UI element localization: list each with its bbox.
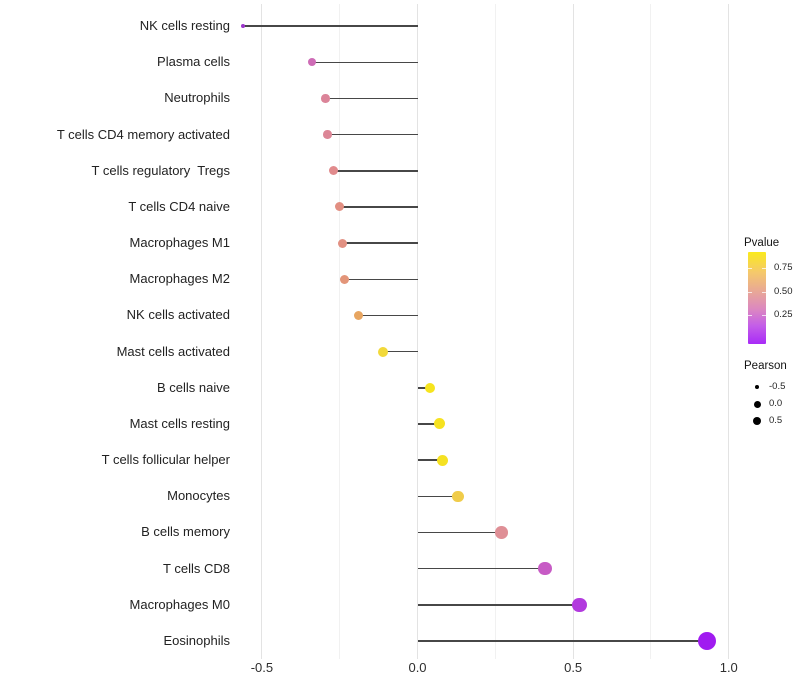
lollipop-dot [697, 631, 716, 650]
lollipop-stem [327, 133, 418, 136]
lollipop-stem [417, 387, 430, 389]
lollipop-stem [417, 495, 458, 497]
lollipop-dot [307, 58, 316, 67]
category-label: T cells CD8 [163, 560, 230, 576]
lollipop-stem [344, 278, 418, 280]
pvalue-colorbar [748, 252, 766, 344]
pvalue-tick-label: 0.75 [774, 262, 793, 273]
lollipop-dot [328, 166, 338, 176]
gridline-major [572, 4, 574, 659]
pearson-size-dot [752, 416, 762, 426]
gridline-minor [339, 4, 341, 659]
category-label: NK cells activated [126, 307, 230, 323]
colorbar-tick-mark [748, 315, 752, 316]
lollipop-dot [495, 526, 508, 539]
gridline-major [261, 4, 263, 659]
lollipop-dot [321, 94, 330, 103]
category-label: B cells memory [141, 524, 230, 540]
lollipop-dot [436, 454, 448, 466]
category-label: T cells follicular helper [101, 452, 230, 468]
category-label: T cells CD4 memory activated [56, 126, 230, 142]
gridline-major [417, 4, 419, 659]
lollipop-dot [378, 346, 389, 357]
category-label: Mast cells resting [129, 415, 230, 431]
lollipop-stem [311, 61, 418, 63]
x-tick-label: 0.5 [564, 660, 583, 675]
category-label: T cells regulatory Tregs [91, 162, 230, 178]
lollipop-dot [353, 310, 364, 321]
colorbar-tick-mark [748, 292, 752, 293]
lollipop-dot [572, 597, 587, 612]
lollipop-dot [424, 382, 436, 393]
category-label: Plasma cells [157, 54, 230, 70]
lollipop-dot [240, 23, 246, 29]
lollipop-stem [325, 97, 418, 100]
lollipop-dot [433, 418, 445, 430]
lollipop-stem [417, 531, 502, 534]
lollipop-dot [338, 238, 348, 248]
lollipop-stem [417, 604, 580, 606]
pvalue-tick-label: 0.25 [774, 309, 793, 320]
lollipop-stem [342, 242, 418, 244]
lollipop-stem [339, 206, 418, 208]
lollipop-stem [417, 459, 443, 461]
gridline-major [728, 4, 730, 659]
category-label: Macrophages M1 [129, 235, 230, 251]
category-label: NK cells resting [139, 18, 230, 34]
pearson-size-dot [754, 384, 760, 390]
lollipop-stem [417, 423, 440, 425]
pearson-size-label: 0.5 [769, 415, 783, 426]
pearson-legend-title: Pearson [744, 360, 787, 372]
category-label: T cells CD4 naive [128, 198, 230, 214]
colorbar-tick-mark [748, 268, 752, 269]
pearson-size-label: 0.0 [769, 398, 783, 409]
lollipop-stem [243, 25, 418, 27]
category-label: Eosinophils [163, 632, 231, 648]
category-label: Monocytes [167, 488, 230, 504]
colorbar-tick-mark [762, 315, 766, 316]
x-tick-label: 0.0 [408, 660, 427, 675]
x-tick-label: -0.5 [250, 660, 274, 675]
colorbar-tick-mark [762, 292, 766, 293]
category-label: Macrophages M2 [129, 271, 230, 287]
lollipop-stem [358, 314, 418, 317]
lollipop-stem [417, 640, 707, 642]
pvalue-legend-title: Pvalue [744, 237, 780, 249]
gridline-minor [494, 4, 496, 659]
colorbar-tick-mark [762, 268, 766, 269]
x-tick-label: 1.0 [719, 660, 738, 675]
lollipop-stem [417, 567, 546, 570]
category-label: Macrophages M0 [129, 596, 230, 612]
gridline-minor [650, 4, 652, 659]
pearson-size-label: -0.5 [769, 381, 786, 392]
lollipop-dot [323, 130, 332, 139]
lollipop-dot [452, 490, 464, 502]
pvalue-tick-label: 0.50 [774, 286, 793, 297]
category-label: B cells naive [157, 379, 230, 395]
lollipop-stem [333, 170, 418, 172]
pearson-size-dot [753, 400, 761, 408]
category-label: Neutrophils [164, 90, 230, 106]
category-label: Mast cells activated [116, 343, 230, 359]
lollipop-stem [383, 350, 418, 353]
lollipop-dot [335, 202, 345, 212]
lollipop-dot [538, 561, 552, 576]
lollipop-dot [339, 274, 349, 284]
